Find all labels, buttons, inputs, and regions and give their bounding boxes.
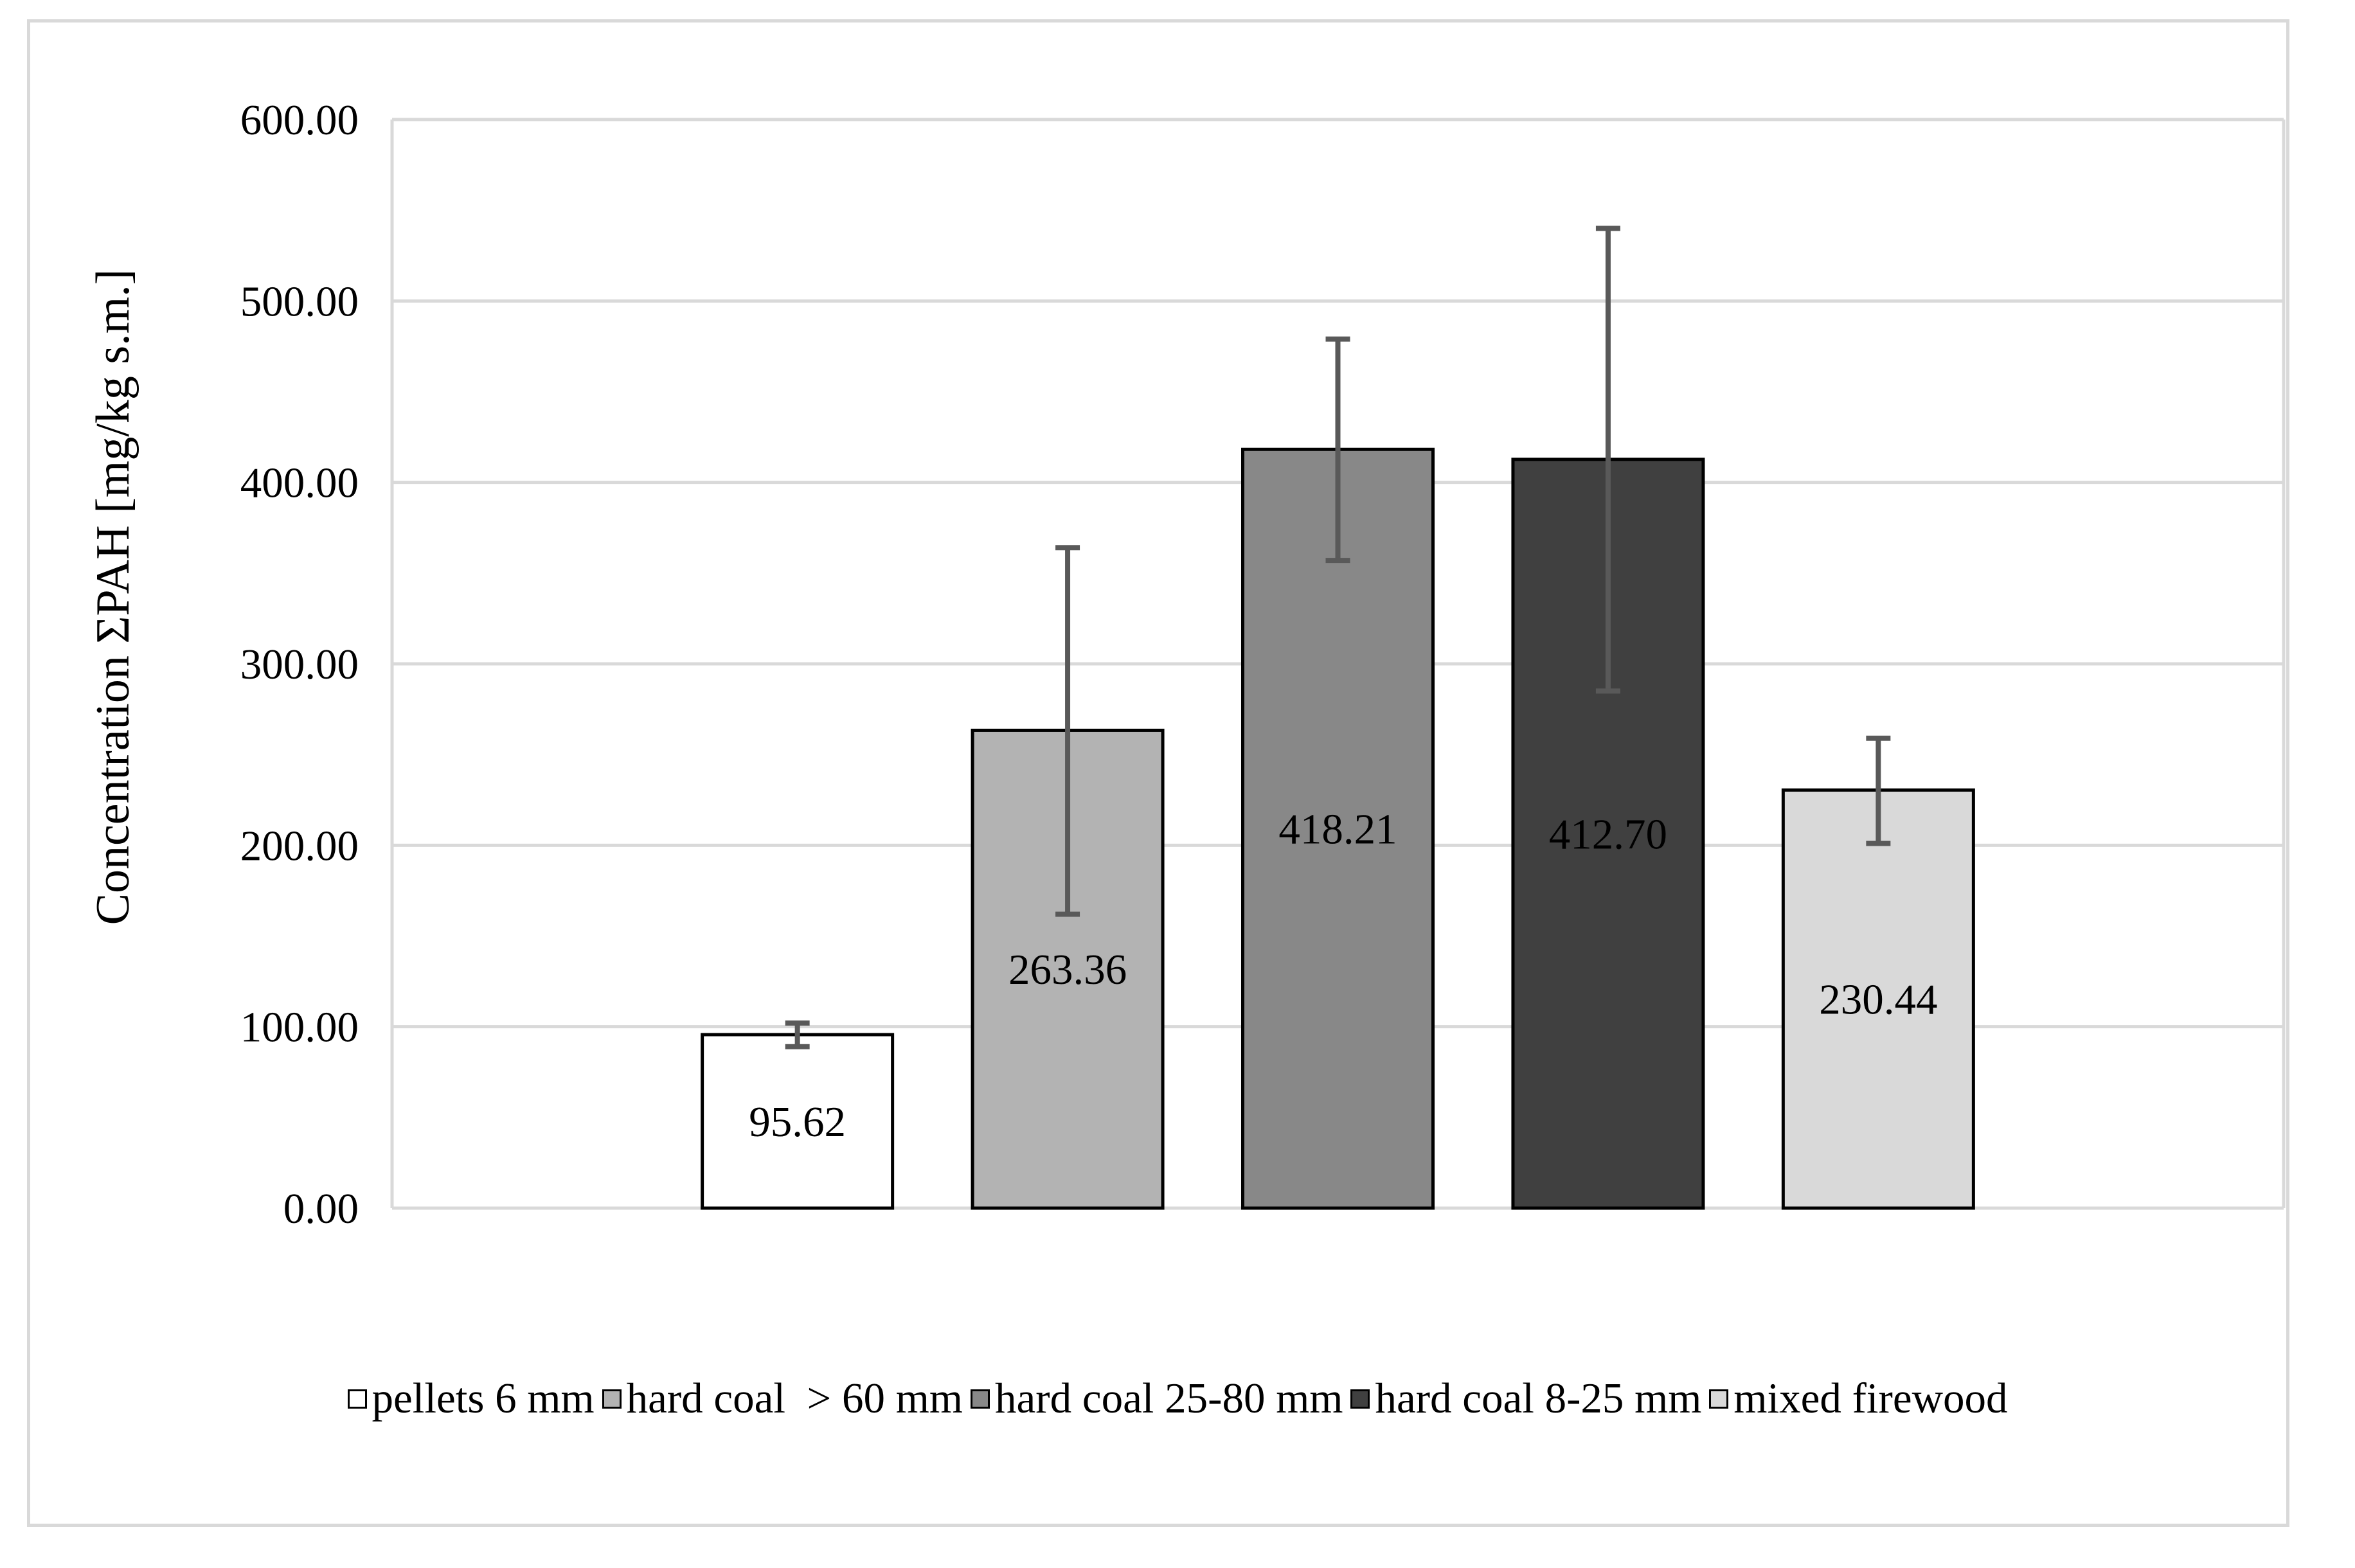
legend-item: hard coal 8-25 mm <box>1350 1374 1701 1423</box>
data-label: 412.70 <box>1549 810 1667 858</box>
data-labels: 95.62 263.36 418.21 412.70 230.44 <box>749 806 1937 1146</box>
legend-label: hard coal 8-25 mm <box>1375 1375 1702 1422</box>
legend: pellets 6 mm hard coal > 60 mm hard coal 2… <box>0 1374 2355 1423</box>
y-tick-label: 600.00 <box>240 96 359 144</box>
y-tick-label: 400.00 <box>240 459 359 507</box>
legend-swatch <box>1709 1389 1729 1409</box>
data-label: 418.21 <box>1278 806 1397 853</box>
error-bars <box>785 226 1891 1049</box>
y-tick-label: 0.00 <box>283 1185 359 1233</box>
y-tick-label: 100.00 <box>240 1004 359 1051</box>
legend-item: hard coal > 60 mm <box>602 1374 963 1423</box>
y-tick-label: 200.00 <box>240 822 359 869</box>
legend-item: mixed firewood <box>1709 1374 2007 1423</box>
y-axis-ticks: 0.00 100.00 200.00 300.00 400.00 500.00 600.00 <box>240 96 359 1233</box>
bar <box>701 1033 895 1210</box>
legend-item: pellets 6 mm <box>347 1374 595 1423</box>
legend-item: hard coal 25-80 mm <box>971 1374 1343 1423</box>
bar <box>1241 447 1435 1210</box>
legend-label: mixed firewood <box>1733 1375 2008 1422</box>
y-tick-label: 300.00 <box>240 641 359 688</box>
y-axis-label: Concentration ΣPAH [mg/kg s.m.] <box>87 269 139 925</box>
bar <box>1781 788 1975 1210</box>
bars <box>701 447 1975 1210</box>
legend-swatch <box>1350 1389 1370 1409</box>
legend-label: hard coal > 60 mm <box>626 1375 963 1422</box>
y-tick-label: 500.00 <box>240 278 359 325</box>
legend-swatch <box>602 1389 622 1409</box>
data-label: 263.36 <box>1008 946 1127 993</box>
legend-swatch <box>347 1389 367 1409</box>
data-label: 230.44 <box>1819 976 1937 1024</box>
data-label: 95.62 <box>749 1098 846 1146</box>
legend-label: pellets 6 mm <box>372 1375 595 1422</box>
legend-label: hard coal 25-80 mm <box>995 1375 1343 1422</box>
legend-swatch <box>971 1389 990 1409</box>
